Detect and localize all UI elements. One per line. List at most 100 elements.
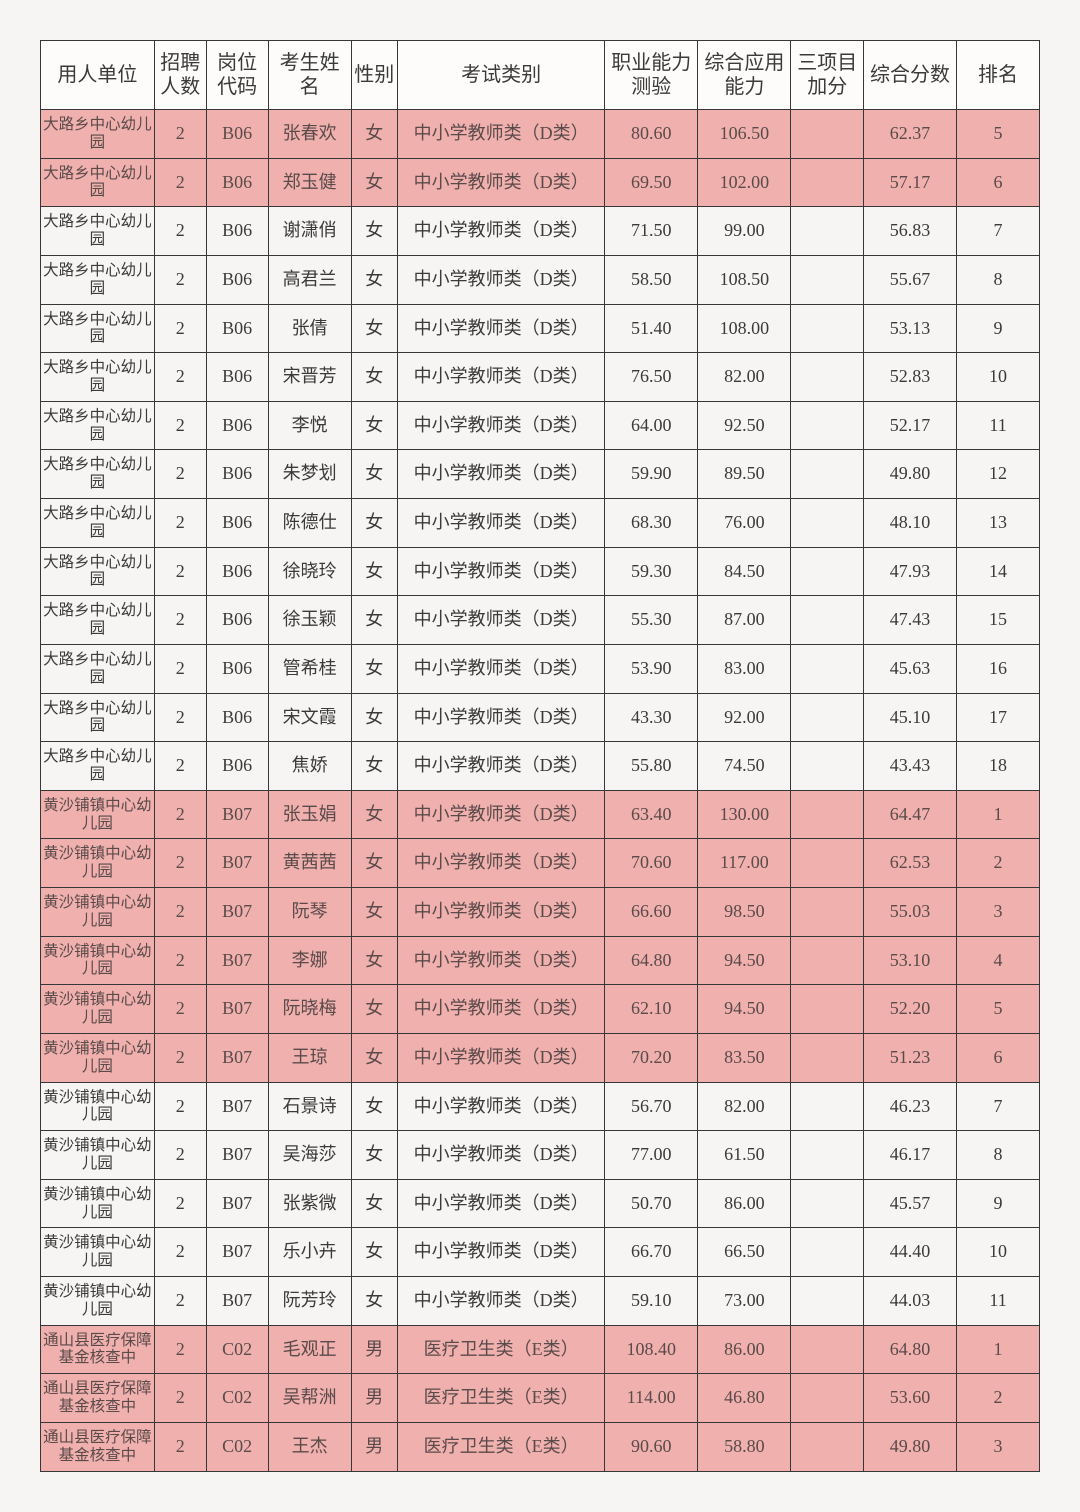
cell-total: 47.93 xyxy=(863,547,956,596)
cell-total: 52.17 xyxy=(863,401,956,450)
cell-s2: 61.50 xyxy=(698,1131,791,1180)
table-row: 大路乡中心幼儿园2B06李悦女中小学教师类（D类）64.0092.5052.17… xyxy=(41,401,1040,450)
cell-bonus xyxy=(791,304,863,353)
cell-total: 55.67 xyxy=(863,255,956,304)
cell-count: 2 xyxy=(154,547,206,596)
cell-name: 张春欢 xyxy=(268,110,351,159)
cell-gender: 女 xyxy=(351,1277,398,1326)
table-row: 大路乡中心幼儿园2B06郑玉健女中小学教师类（D类）69.50102.0057.… xyxy=(41,158,1040,207)
col-rank: 排名 xyxy=(957,41,1040,110)
cell-total: 62.37 xyxy=(863,110,956,159)
cell-bonus xyxy=(791,1082,863,1131)
cell-s1: 63.40 xyxy=(605,790,698,839)
cell-count: 2 xyxy=(154,1228,206,1277)
cell-unit: 通山县医疗保障基金核查中 xyxy=(41,1325,155,1374)
cell-unit: 大路乡中心幼儿园 xyxy=(41,742,155,791)
cell-unit: 通山县医疗保障基金核查中 xyxy=(41,1422,155,1471)
cell-unit: 大路乡中心幼儿园 xyxy=(41,499,155,548)
cell-s1: 66.60 xyxy=(605,888,698,937)
cell-name: 张倩 xyxy=(268,304,351,353)
cell-count: 2 xyxy=(154,255,206,304)
cell-type: 中小学教师类（D类） xyxy=(398,1082,605,1131)
cell-s2: 94.50 xyxy=(698,985,791,1034)
cell-rank: 13 xyxy=(957,499,1040,548)
cell-unit: 大路乡中心幼儿园 xyxy=(41,110,155,159)
cell-code: B06 xyxy=(206,353,268,402)
cell-rank: 11 xyxy=(957,401,1040,450)
cell-s2: 66.50 xyxy=(698,1228,791,1277)
cell-gender: 女 xyxy=(351,353,398,402)
table-row: 黄沙铺镇中心幼儿园2B07李娜女中小学教师类（D类）64.8094.5053.1… xyxy=(41,936,1040,985)
cell-s1: 71.50 xyxy=(605,207,698,256)
cell-bonus xyxy=(791,207,863,256)
cell-gender: 女 xyxy=(351,790,398,839)
cell-unit: 黄沙铺镇中心幼儿园 xyxy=(41,1277,155,1326)
table-row: 大路乡中心幼儿园2B06徐玉颖女中小学教师类（D类）55.3087.0047.4… xyxy=(41,596,1040,645)
cell-rank: 2 xyxy=(957,1374,1040,1423)
cell-s2: 82.00 xyxy=(698,1082,791,1131)
cell-name: 徐玉颖 xyxy=(268,596,351,645)
cell-total: 45.63 xyxy=(863,644,956,693)
cell-type: 中小学教师类（D类） xyxy=(398,499,605,548)
cell-type: 中小学教师类（D类） xyxy=(398,839,605,888)
table-row: 黄沙铺镇中心幼儿园2B07阮芳玲女中小学教师类（D类）59.1073.0044.… xyxy=(41,1277,1040,1326)
cell-s2: 89.50 xyxy=(698,450,791,499)
cell-s1: 55.80 xyxy=(605,742,698,791)
cell-s2: 108.00 xyxy=(698,304,791,353)
cell-count: 2 xyxy=(154,1422,206,1471)
table-row: 通山县医疗保障基金核查中2C02吴帮洲男医疗卫生类（E类）114.0046.80… xyxy=(41,1374,1040,1423)
cell-s2: 86.00 xyxy=(698,1325,791,1374)
cell-unit: 大路乡中心幼儿园 xyxy=(41,207,155,256)
cell-gender: 女 xyxy=(351,401,398,450)
cell-count: 2 xyxy=(154,693,206,742)
cell-name: 郑玉健 xyxy=(268,158,351,207)
cell-type: 中小学教师类（D类） xyxy=(398,596,605,645)
cell-s2: 46.80 xyxy=(698,1374,791,1423)
cell-bonus xyxy=(791,158,863,207)
cell-bonus xyxy=(791,401,863,450)
cell-s1: 64.00 xyxy=(605,401,698,450)
cell-s1: 76.50 xyxy=(605,353,698,402)
cell-name: 阮琴 xyxy=(268,888,351,937)
cell-name: 毛观正 xyxy=(268,1325,351,1374)
cell-s1: 56.70 xyxy=(605,1082,698,1131)
cell-gender: 女 xyxy=(351,839,398,888)
cell-bonus xyxy=(791,1325,863,1374)
cell-name: 吴海莎 xyxy=(268,1131,351,1180)
cell-count: 2 xyxy=(154,1325,206,1374)
cell-total: 53.60 xyxy=(863,1374,956,1423)
cell-s1: 108.40 xyxy=(605,1325,698,1374)
table-row: 黄沙铺镇中心幼儿园2B07黄茜茜女中小学教师类（D类）70.60117.0062… xyxy=(41,839,1040,888)
cell-s2: 92.50 xyxy=(698,401,791,450)
cell-s2: 102.00 xyxy=(698,158,791,207)
cell-unit: 黄沙铺镇中心幼儿园 xyxy=(41,1082,155,1131)
cell-unit: 黄沙铺镇中心幼儿园 xyxy=(41,985,155,1034)
cell-code: B07 xyxy=(206,888,268,937)
cell-name: 石景诗 xyxy=(268,1082,351,1131)
col-s1: 职业能力测验 xyxy=(605,41,698,110)
cell-bonus xyxy=(791,936,863,985)
cell-bonus xyxy=(791,1228,863,1277)
cell-name: 徐晓玲 xyxy=(268,547,351,596)
cell-s1: 68.30 xyxy=(605,499,698,548)
cell-rank: 1 xyxy=(957,1325,1040,1374)
cell-s1: 70.60 xyxy=(605,839,698,888)
cell-s2: 73.00 xyxy=(698,1277,791,1326)
cell-rank: 16 xyxy=(957,644,1040,693)
cell-type: 中小学教师类（D类） xyxy=(398,1277,605,1326)
cell-count: 2 xyxy=(154,158,206,207)
cell-bonus xyxy=(791,644,863,693)
cell-total: 49.80 xyxy=(863,1422,956,1471)
cell-s1: 77.00 xyxy=(605,1131,698,1180)
cell-bonus xyxy=(791,1277,863,1326)
cell-count: 2 xyxy=(154,1082,206,1131)
cell-gender: 女 xyxy=(351,936,398,985)
cell-s1: 69.50 xyxy=(605,158,698,207)
table-row: 大路乡中心幼儿园2B06宋晋芳女中小学教师类（D类）76.5082.0052.8… xyxy=(41,353,1040,402)
cell-total: 45.57 xyxy=(863,1179,956,1228)
cell-rank: 1 xyxy=(957,790,1040,839)
cell-code: B07 xyxy=(206,1179,268,1228)
cell-total: 55.03 xyxy=(863,888,956,937)
cell-total: 56.83 xyxy=(863,207,956,256)
cell-total: 43.43 xyxy=(863,742,956,791)
